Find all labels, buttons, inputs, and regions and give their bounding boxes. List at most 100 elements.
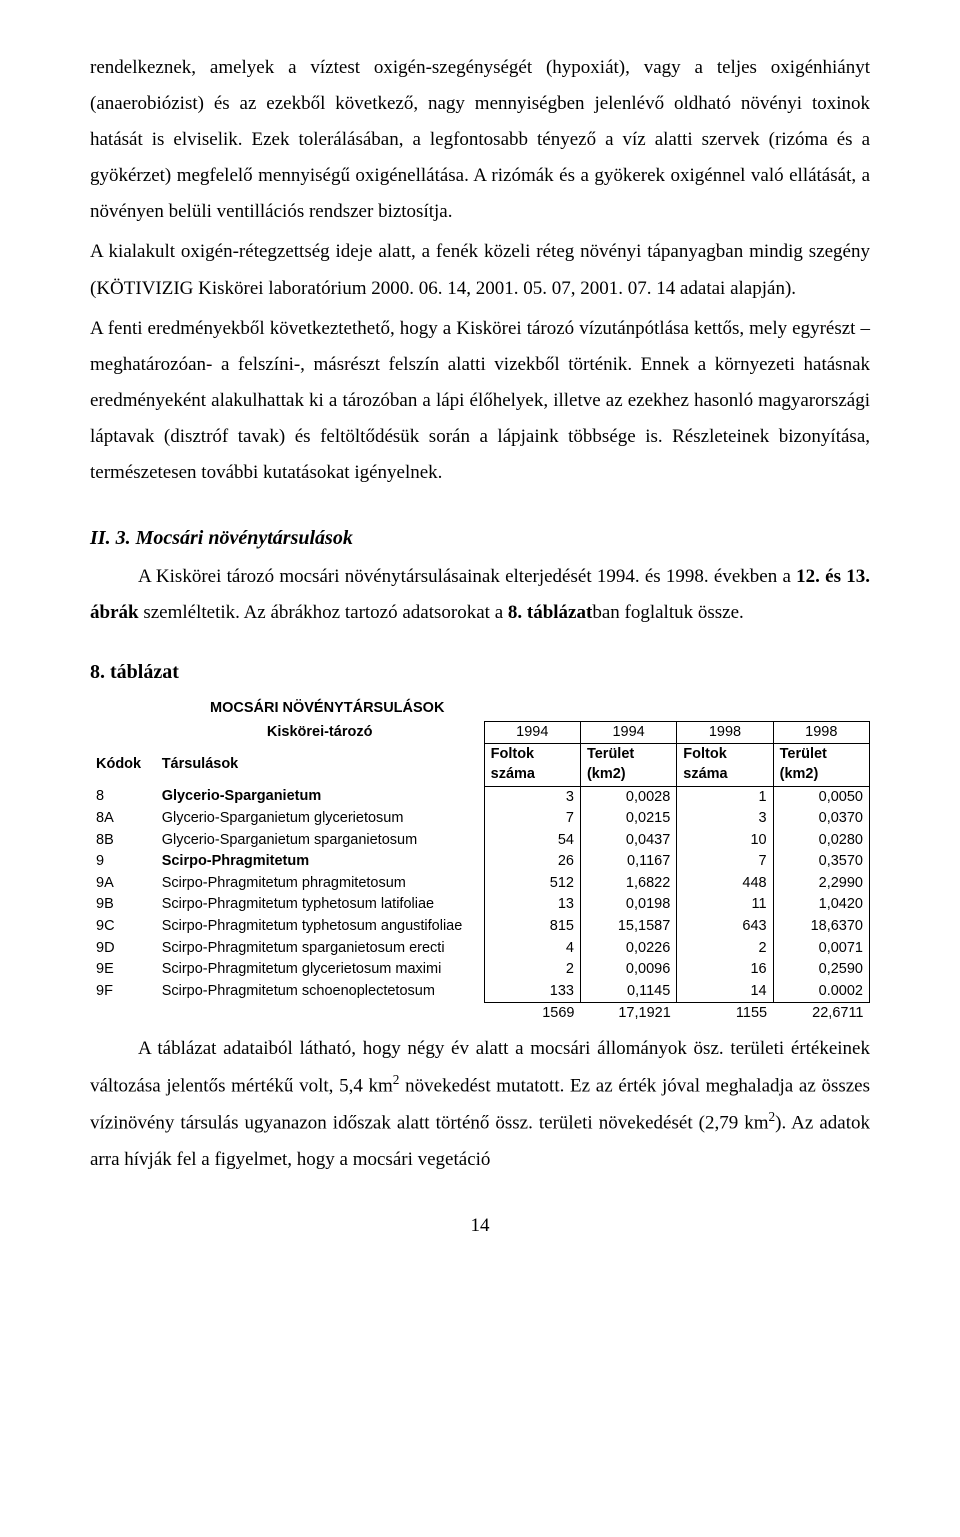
cell-code: 9E [90, 959, 156, 981]
table-header-row: Kódok Társulások Foltok száma Terület (k… [90, 744, 870, 786]
header-folt-2: Foltok száma [677, 744, 773, 786]
cell-t1: 15,1587 [580, 916, 676, 938]
year-1998-a: 1998 [677, 721, 773, 744]
cell-t2: 1,0420 [773, 894, 869, 916]
header-ter-1: Terület (km2) [580, 744, 676, 786]
total-f1: 1569 [484, 1003, 580, 1025]
after-table-paragraph: A táblázat adataiból látható, hogy négy … [90, 1031, 870, 1178]
total-t1: 17,1921 [580, 1003, 676, 1025]
cell-name: Scirpo-Phragmitetum schoenoplectetosum [156, 981, 484, 1003]
body-paragraph-3: A fenti eredményekből következtethető, h… [90, 311, 870, 491]
cell-t1: 0,0198 [580, 894, 676, 916]
cell-f2: 10 [677, 830, 773, 852]
table-totals-row: 1569 17,1921 1155 22,6711 [90, 1003, 870, 1025]
cell-code: 9 [90, 851, 156, 873]
table-row: 9CScirpo-Phragmitetum typhetosum angusti… [90, 916, 870, 938]
body-paragraph-2: A kialakult oxigén-rétegzettség ideje al… [90, 234, 870, 306]
table-row: 9EScirpo-Phragmitetum glycerietosum maxi… [90, 959, 870, 981]
table-row: 9BScirpo-Phragmitetum typhetosum latifol… [90, 894, 870, 916]
cell-f1: 4 [484, 938, 580, 960]
cell-t2: 0,0280 [773, 830, 869, 852]
table-row: 9Scirpo-Phragmitetum260,116770,3570 [90, 851, 870, 873]
header-folt-1: Foltok száma [484, 744, 580, 786]
table-year-row: Kiskörei-tározó 1994 1994 1998 1998 [90, 721, 870, 744]
cell-t1: 1,6822 [580, 873, 676, 895]
cell-f1: 133 [484, 981, 580, 1003]
cell-f2: 16 [677, 959, 773, 981]
cell-t1: 0,0226 [580, 938, 676, 960]
cell-t2: 18,6370 [773, 916, 869, 938]
cell-name: Scirpo-Phragmitetum [156, 851, 484, 873]
cell-f2: 11 [677, 894, 773, 916]
cell-name: Glycerio-Sparganietum sparganietosum [156, 830, 484, 852]
header-tars: Társulások [156, 744, 484, 786]
section-heading: II. 3. Mocsári növénytársulások [90, 519, 870, 557]
table-title: MOCSÁRI NÖVÉNYTÁRSULÁSOK [210, 699, 870, 719]
cell-t1: 0,1167 [580, 851, 676, 873]
cell-name: Scirpo-Phragmitetum typhetosum angustifo… [156, 916, 484, 938]
cell-f2: 7 [677, 851, 773, 873]
cell-name: Scirpo-Phragmitetum typhetosum latifolia… [156, 894, 484, 916]
cell-f2: 448 [677, 873, 773, 895]
body-paragraph-1: rendelkeznek, amelyek a víztest oxigén-s… [90, 50, 870, 230]
total-t2: 22,6711 [773, 1003, 869, 1025]
cell-code: 9D [90, 938, 156, 960]
cell-name: Scirpo-Phragmitetum glycerietosum maximi [156, 959, 484, 981]
cell-t2: 2,2990 [773, 873, 869, 895]
section-text-a: A Kiskörei tározó mocsári növénytársulás… [138, 566, 796, 587]
table-row: 8BGlycerio-Sparganietum sparganietosum54… [90, 830, 870, 852]
cell-name: Scirpo-Phragmitetum sparganietosum erect… [156, 938, 484, 960]
cell-t1: 0,0215 [580, 808, 676, 830]
table-row: 8Glycerio-Sparganietum30,002810,0050 [90, 786, 870, 808]
data-table: Kiskörei-tározó 1994 1994 1998 1998 Kódo… [90, 721, 870, 1025]
header-ter-2: Terület (km2) [773, 744, 869, 786]
year-1994-a: 1994 [484, 721, 580, 744]
cell-f2: 643 [677, 916, 773, 938]
cell-f1: 54 [484, 830, 580, 852]
cell-t2: 0,0050 [773, 786, 869, 808]
cell-f1: 512 [484, 873, 580, 895]
table-row: 9AScirpo-Phragmitetum phragmitetosum5121… [90, 873, 870, 895]
year-1994-b: 1994 [580, 721, 676, 744]
cell-code: 9F [90, 981, 156, 1003]
header-kod: Kódok [90, 744, 156, 786]
total-f2: 1155 [677, 1003, 773, 1025]
cell-f2: 14 [677, 981, 773, 1003]
cell-name: Scirpo-Phragmitetum phragmitetosum [156, 873, 484, 895]
cell-f1: 2 [484, 959, 580, 981]
sub-title: Kiskörei-tározó [156, 721, 484, 744]
year-1998-b: 1998 [773, 721, 869, 744]
cell-f1: 815 [484, 916, 580, 938]
cell-t2: 0,3570 [773, 851, 869, 873]
cell-code: 8B [90, 830, 156, 852]
cell-t2: 0.0002 [773, 981, 869, 1003]
cell-f1: 26 [484, 851, 580, 873]
cell-code: 9B [90, 894, 156, 916]
cell-code: 9C [90, 916, 156, 938]
cell-t1: 0,0437 [580, 830, 676, 852]
cell-f1: 3 [484, 786, 580, 808]
cell-code: 8A [90, 808, 156, 830]
section-text-e: ban foglaltuk össze. [592, 602, 743, 623]
table-row: 9DScirpo-Phragmitetum sparganietosum ere… [90, 938, 870, 960]
cell-t1: 0,0096 [580, 959, 676, 981]
cell-name: Glycerio-Sparganietum [156, 786, 484, 808]
cell-t1: 0,1145 [580, 981, 676, 1003]
cell-f1: 7 [484, 808, 580, 830]
table-row: 8AGlycerio-Sparganietum glycerietosum70,… [90, 808, 870, 830]
cell-t1: 0,0028 [580, 786, 676, 808]
cell-f2: 1 [677, 786, 773, 808]
section-text-c: szemléltetik. Az ábrákhoz tartozó adatso… [139, 602, 508, 623]
table-label: 8. táblázat [90, 653, 870, 691]
cell-t2: 0,2590 [773, 959, 869, 981]
table-row: 9FScirpo-Phragmitetum schoenoplectetosum… [90, 981, 870, 1003]
cell-f2: 2 [677, 938, 773, 960]
section-text-d: 8. táblázat [508, 602, 592, 623]
section-body: A Kiskörei tározó mocsári növénytársulás… [90, 559, 870, 631]
cell-f1: 13 [484, 894, 580, 916]
page-number: 14 [90, 1208, 870, 1244]
cell-f2: 3 [677, 808, 773, 830]
cell-t2: 0,0370 [773, 808, 869, 830]
cell-t2: 0,0071 [773, 938, 869, 960]
cell-code: 8 [90, 786, 156, 808]
